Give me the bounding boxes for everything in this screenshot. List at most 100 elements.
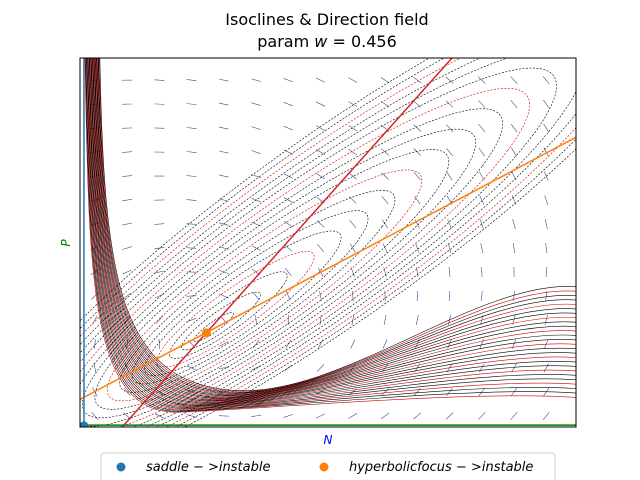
field-arrow [348,77,358,83]
trajectory [99,58,576,392]
trajectory [156,251,315,368]
direction-field [89,76,550,420]
field-arrow [251,365,261,371]
field-arrow [186,365,197,371]
field-arrow [154,293,165,299]
field-arrow [478,387,486,397]
field-arrow [315,77,326,83]
field-arrow [283,78,294,83]
field-arrow [381,172,389,180]
trajectory [91,58,576,402]
field-arrow [315,413,326,419]
field-arrow [382,243,388,253]
field-arrow [478,171,485,181]
field-arrow [478,100,486,108]
legend: saddle − >instable hyperbolicfocus − >in… [100,452,556,480]
field-arrow [479,219,484,229]
trajectory [90,58,576,405]
field-arrow [381,148,389,156]
field-arrow [351,291,354,302]
equilibrium-point [80,421,89,427]
field-arrow [122,151,133,153]
field-arrow [545,291,548,302]
isocline-line [80,136,576,400]
field-arrow [382,339,388,349]
legend-label-focus: hyperbolicfocus − >instable [349,460,533,475]
field-arrow [543,123,550,133]
legend-marker-focus [319,462,329,472]
trajectory [92,58,576,402]
field-arrow [349,243,356,253]
field-arrow [122,199,133,202]
field-arrow [543,99,550,109]
trajectory [97,58,576,395]
field-arrow [122,246,132,250]
trajectory [98,58,576,393]
field-arrow [544,219,548,229]
field-arrow [219,341,229,347]
field-arrow [480,243,484,253]
plot-frame [79,57,577,428]
field-arrow [251,174,261,179]
chart-title: Isoclines & Direction field [225,10,428,29]
field-arrow [186,103,197,106]
field-arrow [446,171,453,181]
field-arrow [218,78,229,82]
field-arrow [543,363,549,373]
field-arrow [218,222,229,226]
field-arrow [542,76,550,85]
trajectory [80,67,557,427]
isocline-line [121,58,453,427]
field-arrow [315,101,326,107]
field-arrow [251,126,261,130]
trajectory [98,58,576,392]
field-arrow [218,367,229,369]
field-arrow [186,151,197,153]
field-arrow [284,267,292,277]
field-arrow [218,126,229,130]
field-arrow [349,219,357,229]
field-arrow [283,102,294,107]
field-arrow [251,414,262,417]
field-arrow [283,197,293,203]
field-arrow [512,243,516,254]
field-arrow [186,414,197,418]
field-arrow [186,247,197,249]
trajectory [84,58,576,413]
field-arrow [415,243,420,253]
field-arrow [93,363,97,373]
field-arrow [447,243,452,253]
field-arrow [382,219,388,229]
field-arrow [286,291,291,301]
trajectory [88,58,576,408]
field-arrow [381,196,389,205]
trajectory [144,230,342,376]
field-arrow [542,411,550,420]
field-arrow [413,172,421,181]
trajectory [89,58,576,406]
field-arrow [381,388,389,396]
chart-subtitle: param w = 0.456 [257,32,397,51]
field-arrow [545,243,548,254]
field-arrow [478,147,485,157]
field-arrow [380,101,390,108]
legend-label-saddle: saddle − >instable [146,460,270,475]
field-arrow [351,315,354,325]
trajectory [80,88,530,427]
trajectory [94,149,450,410]
field-arrow [383,267,387,277]
trajectory [80,108,504,427]
trajectory [92,58,576,401]
trajectory [91,58,576,403]
field-arrow [283,149,293,155]
trajectory [94,58,576,399]
field-arrow [445,124,454,132]
field-arrow [317,243,324,253]
field-arrow [186,223,197,225]
field-arrow [383,315,387,325]
trajectory [86,58,576,410]
trajectory [87,58,576,410]
field-arrow [251,150,261,154]
